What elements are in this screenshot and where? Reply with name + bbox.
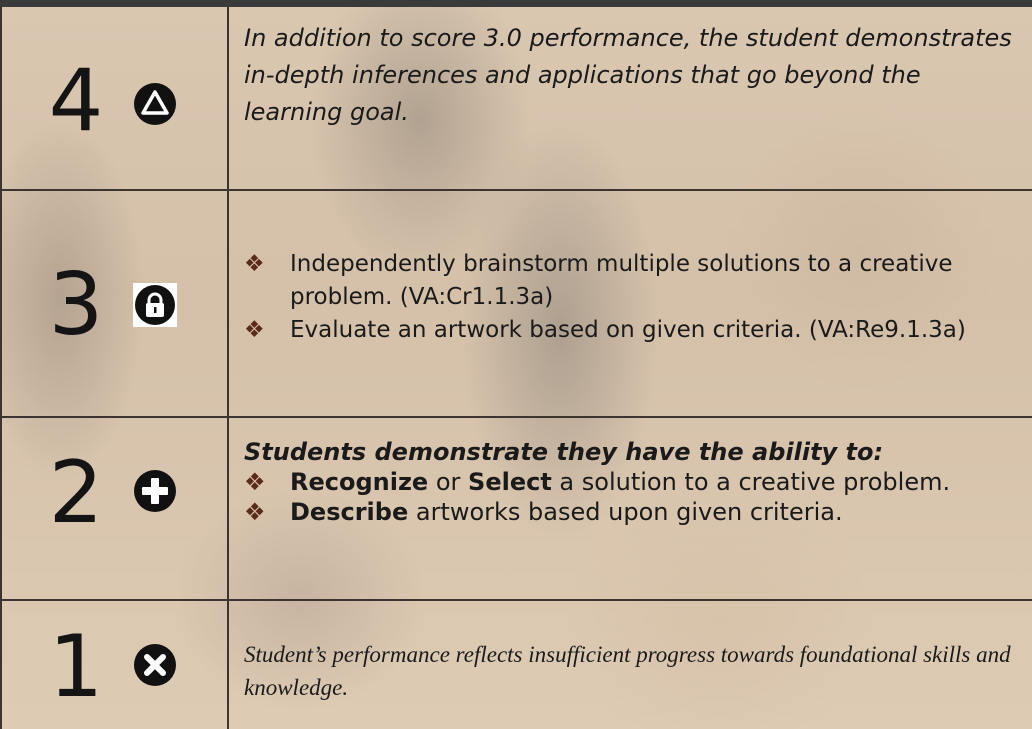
bullet: Describe artworks based upon given crite…: [244, 497, 1024, 527]
plus-icon: [134, 470, 176, 512]
criteria: Students demonstrate they have the abili…: [244, 437, 1024, 527]
bullet-text: a solution to a creative problem.: [551, 468, 951, 496]
bullet-list: Recognize or Select a solution to a crea…: [244, 467, 1024, 527]
x-icon: [134, 644, 176, 686]
bullet-list: Independently brainstorm multiple soluti…: [244, 248, 1024, 347]
table-border: [0, 7, 2, 729]
row-divider: [0, 189, 1032, 191]
score: 1: [48, 617, 104, 717]
bullet-text: or: [428, 468, 469, 496]
bullet: Evaluate an artwork based on given crite…: [244, 314, 1024, 347]
score: 3: [48, 255, 104, 355]
row-divider: [0, 599, 1032, 601]
top-bar: [0, 0, 1032, 7]
row-divider: [0, 416, 1032, 418]
bullet-text: artworks based upon given criteria.: [408, 498, 843, 526]
heading: Students demonstrate they have the abili…: [244, 438, 884, 466]
column-divider: [227, 7, 229, 729]
description: Student’s performance reflects insuffici…: [244, 642, 1011, 700]
score: 4: [48, 51, 104, 151]
score: 2: [48, 443, 104, 543]
triangle-icon: [134, 83, 176, 125]
lock-icon: [133, 283, 177, 327]
description: In addition to score 3.0 performance, th…: [244, 24, 1012, 126]
bullet: Recognize or Select a solution to a crea…: [244, 467, 1024, 497]
keyword: Describe: [290, 498, 409, 526]
keyword: Select: [468, 468, 552, 496]
keyword: Recognize: [290, 468, 429, 496]
bullet: Independently brainstorm multiple soluti…: [244, 248, 1024, 314]
